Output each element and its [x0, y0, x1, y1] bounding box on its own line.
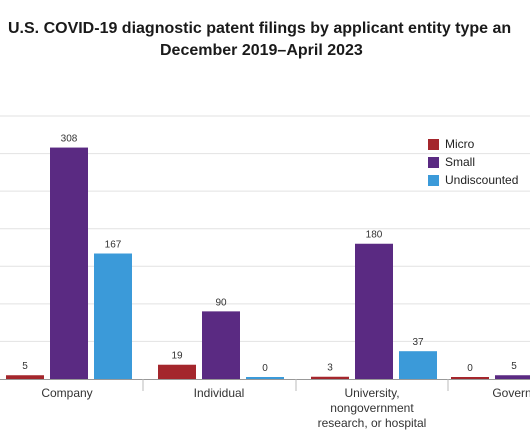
- category-label: Individual: [194, 386, 245, 400]
- data-label: 5: [511, 361, 517, 372]
- bar: [158, 364, 196, 379]
- data-label: 0: [467, 363, 473, 374]
- category-label: research, or hospital: [318, 416, 427, 430]
- bar: [50, 147, 88, 379]
- legend-label: Undiscounted: [445, 173, 518, 187]
- category-label: University,: [344, 386, 399, 400]
- bar: [6, 375, 44, 379]
- data-label: 19: [171, 351, 183, 362]
- legend-label: Micro: [445, 137, 475, 151]
- category-label: Govern: [492, 386, 530, 400]
- chart-title-line-1: U.S. COVID-19 diagnostic patent filings …: [8, 20, 512, 37]
- legend-label: Small: [445, 155, 475, 169]
- category-label: nongovernment: [330, 401, 414, 415]
- data-label: 90: [215, 297, 227, 308]
- category-label: Company: [41, 386, 92, 400]
- data-label: 0: [262, 363, 268, 374]
- data-label: 308: [61, 134, 78, 145]
- data-label: 3: [327, 363, 333, 374]
- bar: [355, 243, 393, 379]
- data-label: 180: [366, 230, 383, 241]
- bar: [246, 377, 284, 379]
- bar: [94, 253, 132, 379]
- bar: [311, 376, 349, 379]
- data-label: 167: [105, 240, 122, 251]
- bar: [495, 375, 530, 379]
- data-label: 37: [412, 337, 424, 348]
- bar: [399, 351, 437, 379]
- legend-swatch: [428, 139, 439, 150]
- legend-swatch: [428, 157, 439, 168]
- chart-title-line-2: December 2019–April 2023: [160, 42, 363, 59]
- data-label: 5: [22, 361, 28, 372]
- bar: [202, 311, 240, 379]
- bar: [451, 377, 489, 379]
- legend-swatch: [428, 175, 439, 186]
